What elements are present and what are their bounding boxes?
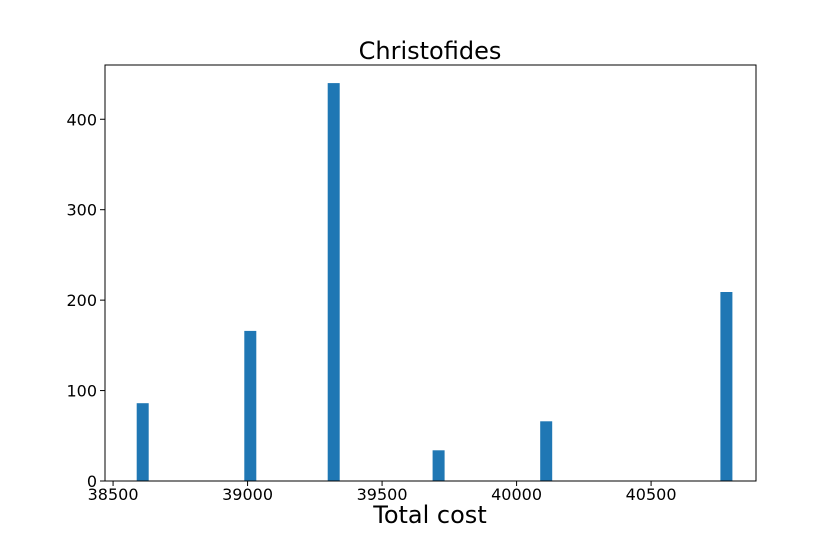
y-tick-label: 200 [66, 291, 97, 310]
bars-group [136, 83, 733, 481]
bar-2 [327, 83, 340, 481]
bar-4 [540, 421, 553, 481]
x-axis-label: Total cost [372, 501, 486, 529]
x-tick-label: 40000 [491, 485, 542, 504]
bar-1 [244, 330, 257, 481]
bar-5 [720, 292, 733, 481]
bar-3 [432, 450, 445, 481]
x-axis-ticks: 38500 39000 39500 40000 40500 [88, 481, 677, 504]
chart-title: Christofides [359, 37, 502, 65]
y-tick-label: 400 [66, 110, 97, 129]
x-tick-label: 40500 [626, 485, 677, 504]
x-tick-label: 39500 [357, 485, 408, 504]
y-tick-label: 100 [66, 382, 97, 401]
x-tick-label: 38500 [88, 485, 139, 504]
y-axis-ticks: 0 100 200 300 400 [66, 110, 105, 491]
y-tick-label: 0 [87, 472, 97, 491]
x-tick-label: 39000 [222, 485, 273, 504]
y-tick-label: 300 [66, 201, 97, 220]
bar-0 [136, 403, 149, 481]
plot-frame [104, 64, 757, 482]
